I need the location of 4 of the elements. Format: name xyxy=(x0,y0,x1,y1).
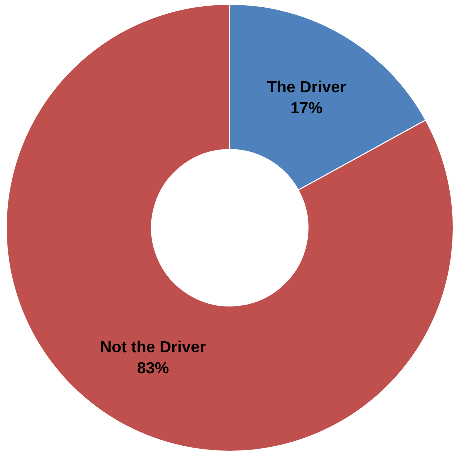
data-label: 17% xyxy=(290,100,323,118)
slice-label: The Driver xyxy=(267,80,346,97)
data-label: 83% xyxy=(137,360,170,378)
slice-label: Not the Driver xyxy=(100,339,206,356)
